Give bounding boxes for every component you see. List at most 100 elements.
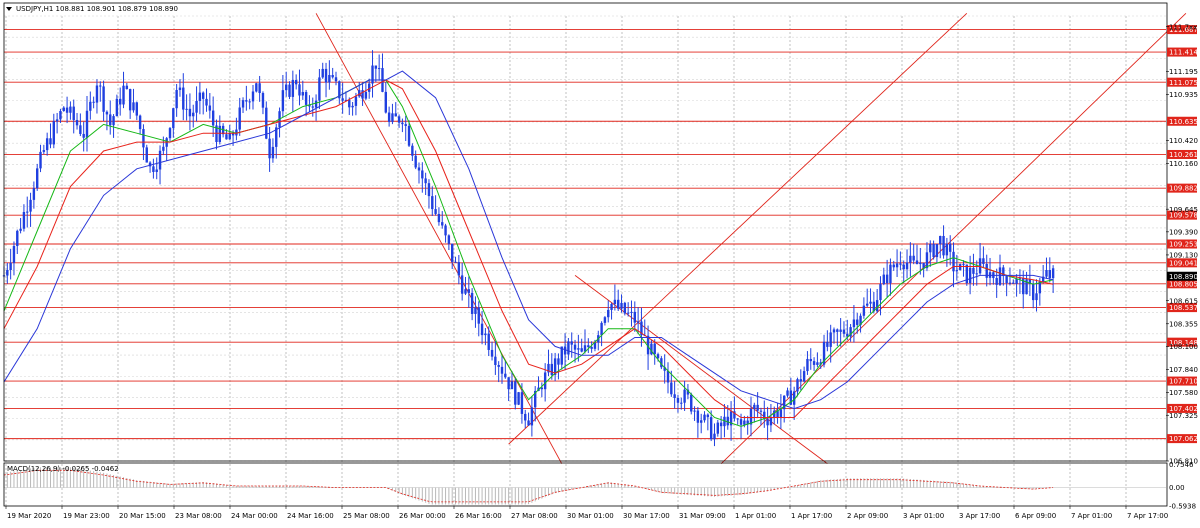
candle-body <box>929 244 932 253</box>
time-label: 26 Mar 16:00 <box>455 512 502 520</box>
candle-body <box>75 120 79 126</box>
candle-body <box>792 391 796 405</box>
candle-body <box>324 68 328 83</box>
candle-body <box>683 389 686 403</box>
candle-body <box>361 90 364 99</box>
level-price-tag <box>1167 434 1197 444</box>
candle-body <box>424 178 427 184</box>
candle-body <box>650 343 653 355</box>
candle-body <box>32 188 36 200</box>
candle-body <box>421 170 424 179</box>
candle-body <box>520 392 524 414</box>
candle-body <box>112 116 115 126</box>
candle-body <box>553 358 557 375</box>
candle-body <box>866 303 869 306</box>
candle-body <box>593 342 597 349</box>
level-price-label: 107.710 <box>1169 378 1198 386</box>
time-label: 24 Mar 16:00 <box>287 512 334 520</box>
candle-body <box>524 413 527 421</box>
candle-body <box>736 418 739 420</box>
candle-body <box>919 262 922 265</box>
time-label: 1 Apr 17:00 <box>791 512 832 520</box>
candle-body <box>115 98 119 117</box>
candle-body <box>507 377 510 390</box>
candle-body <box>955 270 959 272</box>
price-scale-label: 111.7xx <box>1169 23 1197 31</box>
candle-body <box>311 106 314 108</box>
candle-body <box>477 307 480 324</box>
time-label: 26 Mar 00:00 <box>399 512 446 520</box>
price-scale-label: 109.390 <box>1169 228 1198 236</box>
time-label: 19 Mar 23:00 <box>63 512 110 520</box>
candle-body <box>371 65 374 84</box>
candle-body <box>656 354 660 359</box>
price-scale-label: 107.325 <box>1169 412 1198 420</box>
level-price-tag <box>1167 77 1197 87</box>
candle-body <box>763 411 766 420</box>
candle-body <box>567 341 570 355</box>
candle-body <box>530 407 534 426</box>
moving-averages <box>3 70 1054 427</box>
candle-body <box>942 235 945 256</box>
candle-body <box>65 107 69 113</box>
candle-body <box>99 85 102 87</box>
candle-body <box>563 346 567 355</box>
candle-body <box>949 243 952 252</box>
time-label: 30 Mar 17:00 <box>623 512 670 520</box>
candle-body <box>580 348 583 352</box>
level-price-tag <box>1167 403 1197 413</box>
candle-body <box>859 315 862 325</box>
level-price-tag <box>1167 279 1197 289</box>
dropdown-arrow-icon[interactable] <box>6 7 12 11</box>
candle-body <box>892 264 895 268</box>
candle-body <box>573 344 577 350</box>
candle-body <box>1005 276 1008 284</box>
level-price-tag <box>1167 258 1197 268</box>
candle-body <box>570 341 573 345</box>
candle-body <box>258 83 261 93</box>
level-price-tag <box>1167 116 1197 126</box>
candle-body <box>517 392 520 405</box>
candle-body <box>972 267 975 274</box>
trend-line <box>508 13 968 445</box>
candle-body <box>444 225 447 236</box>
candle-body <box>397 116 401 123</box>
candle-body <box>271 146 275 159</box>
candle-body <box>281 90 285 112</box>
candle-body <box>238 107 241 130</box>
candle-body <box>172 108 175 129</box>
level-price-label: 108.148 <box>1169 339 1198 347</box>
candle-body <box>613 299 617 305</box>
candle-body <box>1012 282 1015 284</box>
candle-body <box>1032 283 1035 301</box>
candle-body <box>550 363 553 375</box>
macd-scale-label: -0.5938 <box>1169 502 1196 510</box>
candle-body <box>36 168 39 189</box>
candle-body <box>1051 268 1055 279</box>
candle-body <box>351 105 354 108</box>
price-scale-label: 110.935 <box>1169 91 1198 99</box>
candle-body <box>540 387 544 390</box>
candle-body <box>577 348 580 350</box>
candle-body <box>846 333 849 337</box>
candle-body <box>358 90 361 97</box>
candle-body <box>600 322 603 336</box>
candle-body <box>384 91 387 113</box>
candle-body <box>52 121 55 145</box>
candle-body <box>743 420 746 425</box>
candle-body <box>228 133 231 140</box>
candle-body <box>195 100 198 113</box>
candle-body <box>344 99 348 101</box>
candle-body <box>557 358 560 365</box>
candle-body <box>885 274 889 284</box>
price-scale-label: 108.355 <box>1169 320 1198 328</box>
candle-body <box>431 196 434 210</box>
candle-body <box>490 349 494 357</box>
macd-scale-label: 0.7546 <box>1169 461 1194 469</box>
time-label: 25 Mar 08:00 <box>343 512 390 520</box>
macd-values: -0.0265 -0.0462 <box>62 465 119 473</box>
candle-body <box>852 319 856 328</box>
candle-body <box>391 113 394 122</box>
